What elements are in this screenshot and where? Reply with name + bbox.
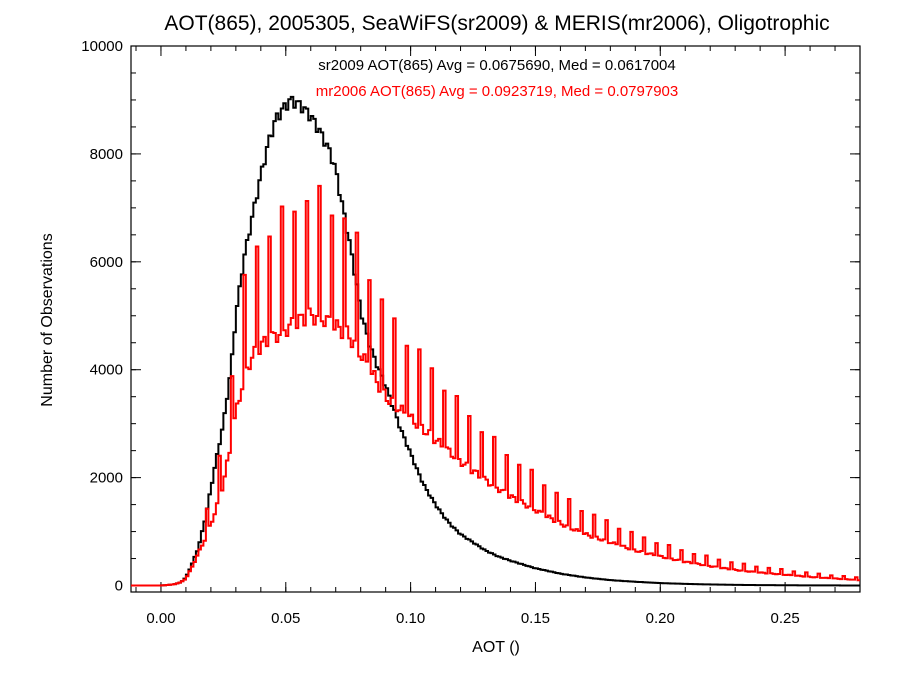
chart-title: AOT(865), 2005305, SeaWiFS(sr2009) & MER… <box>164 12 829 35</box>
series-1-histogram <box>131 184 860 587</box>
x-tick-label: 0.05 <box>271 610 300 627</box>
annotation-mr2006: mr2006 AOT(865) Avg = 0.0923719, Med = 0… <box>316 83 678 100</box>
y-tick-label: 0 <box>115 578 123 595</box>
series-layer <box>131 95 860 587</box>
y-tick-label: 8000 <box>90 146 123 163</box>
y-tick-label: 2000 <box>90 470 123 487</box>
x-tick-label: 0.10 <box>396 610 425 627</box>
x-tick-label: 0.20 <box>646 610 675 627</box>
x-tick-label: 0.15 <box>521 610 550 627</box>
axis-ticks <box>131 45 861 592</box>
annotation-sr2009: sr2009 AOT(865) Avg = 0.0675690, Med = 0… <box>318 57 676 74</box>
x-axis-label: AOT () <box>472 639 520 656</box>
y-tick-label: 6000 <box>90 254 123 271</box>
tick-labels: 0.00 0.05 0.10 0.15 0.20 0.25 0 2000 4000 6000 800… <box>81 38 799 627</box>
x-tick-label: 0.00 <box>146 610 175 627</box>
x-tick-label: 0.25 <box>771 610 800 627</box>
y-axis-label: Number of Observations <box>39 233 56 406</box>
y-tick-label: 10000 <box>81 38 123 55</box>
plot-frame <box>130 45 861 593</box>
series-0-histogram <box>131 95 860 587</box>
y-tick-label: 4000 <box>90 362 123 379</box>
